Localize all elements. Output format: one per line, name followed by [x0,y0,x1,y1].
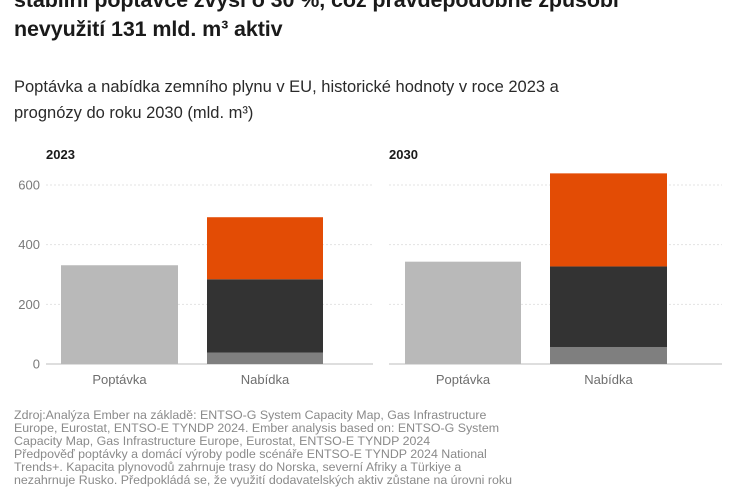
y-tick-label-0: 0 [33,357,40,372]
bar-segment-2030-1-1 [550,346,667,364]
panel-title-2030: 2030 [389,147,418,162]
panel-title-2023: 2023 [46,147,75,162]
x-category-label-2023-0: Poptávka [92,372,147,387]
source-line-2: Europe, Eurostat, ENTSO-E TYNDP 2024. Em… [14,420,500,435]
x-category-label-2023-1: Nabídka [241,372,290,387]
stacked-bar-charts: 0 200 400 600 Poptávka Nabídka Poptávka Nabídka [18,173,722,387]
y-tick-label-400: 400 [18,237,40,252]
source-line-1: Zdroj:Analýza Ember na základě: ENTSO-G … [14,408,487,422]
x-category-label-2030-0: Poptávka [436,372,491,387]
subtitle-line-2: prognózy do roku 2030 (mld. m³) [14,104,254,122]
source-note: Zdroj:Analýza Ember na základě: ENTSO-G … [14,409,574,486]
bar-segment-2023-1-3 [207,217,323,280]
headline-line-2: nevyužití 131 mld. m³ aktiv [14,17,283,41]
x-category-label-2030-1: Nabídka [584,372,633,387]
headline-line-1: stabilní poptávce zvýší o 30 %, což prav… [14,0,619,12]
source-line-5: Trends+. Kapacita plynovodů zahrnuje tra… [14,459,462,474]
chart-headline: stabilní poptávce zvýší o 30 %, což prav… [14,0,729,44]
y-tick-label-600: 600 [18,178,40,193]
y-tick-label-200: 200 [18,297,40,312]
source-line-3: Capacity Map, Gas Infrastructure Europe,… [14,433,431,448]
source-line-6: nezahrnuje Rusko. Předpokládá se, že vyu… [14,472,512,487]
chart-subtitle: Poptávka a nabídka zemního plynu v EU, h… [14,74,714,126]
bar-segment-2023-1-2 [207,279,323,353]
bar-segment-2030-1-3 [550,173,667,267]
subtitle-line-1: Poptávka a nabídka zemního plynu v EU, h… [14,78,559,96]
bar-segment-2030-1-2 [550,266,667,347]
bar-segment-2030-0-0 [405,261,521,364]
source-line-4: Předpověď poptávky a domácí výroby podle… [14,446,487,461]
bar-segment-2023-0-0 [61,265,178,364]
bar-segment-2023-1-1 [207,352,323,364]
